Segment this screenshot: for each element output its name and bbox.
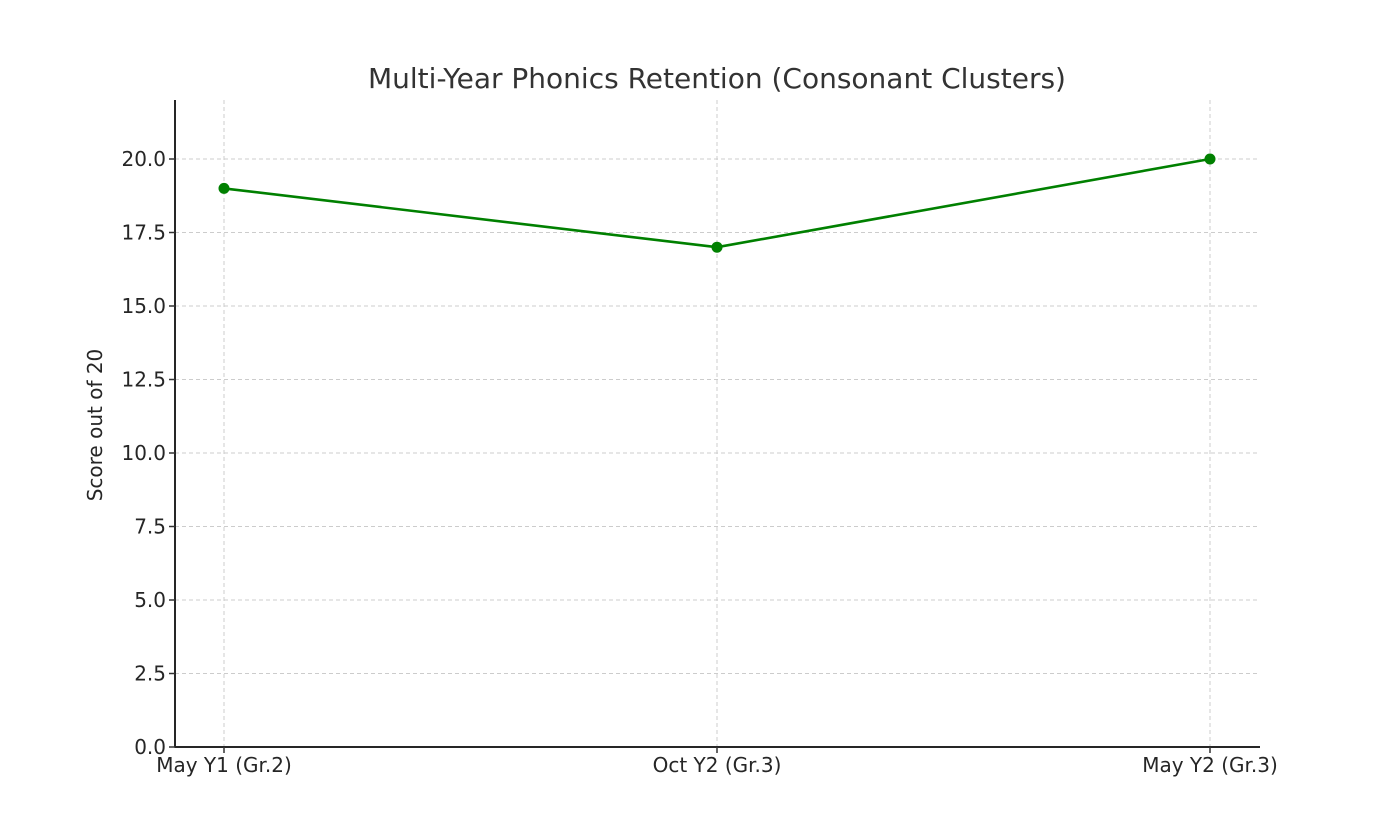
x-tick-label: Oct Y2 (Gr.3) xyxy=(653,753,782,777)
y-tick-label: 0.0 xyxy=(134,735,166,759)
data-point-marker xyxy=(218,182,230,194)
y-tick-label: 2.5 xyxy=(134,662,166,686)
y-axis-label: Score out of 20 xyxy=(83,349,107,502)
x-axis-ticks: May Y1 (Gr.2) Oct Y2 (Gr.3) May Y2 (Gr.3) xyxy=(156,747,1278,777)
y-tick-label: 17.5 xyxy=(121,221,166,245)
y-tick-label: 20.0 xyxy=(121,147,166,171)
data-point-marker xyxy=(1204,153,1216,165)
data-point-marker xyxy=(711,241,723,253)
chart-title: Multi-Year Phonics Retention (Consonant … xyxy=(368,62,1066,95)
grid-lines xyxy=(175,100,1260,747)
y-tick-label: 15.0 xyxy=(121,294,166,318)
x-tick-label: May Y2 (Gr.3) xyxy=(1142,753,1278,777)
x-tick-label: May Y1 (Gr.2) xyxy=(156,753,292,777)
y-axis-ticks: 0.0 2.5 5.0 7.5 10.0 12.5 15.0 17.5 20.0 xyxy=(121,147,175,759)
y-tick-label: 7.5 xyxy=(134,515,166,539)
data-series xyxy=(218,153,1216,253)
y-tick-label: 10.0 xyxy=(121,441,166,465)
y-tick-label: 5.0 xyxy=(134,588,166,612)
y-tick-label: 12.5 xyxy=(121,368,166,392)
